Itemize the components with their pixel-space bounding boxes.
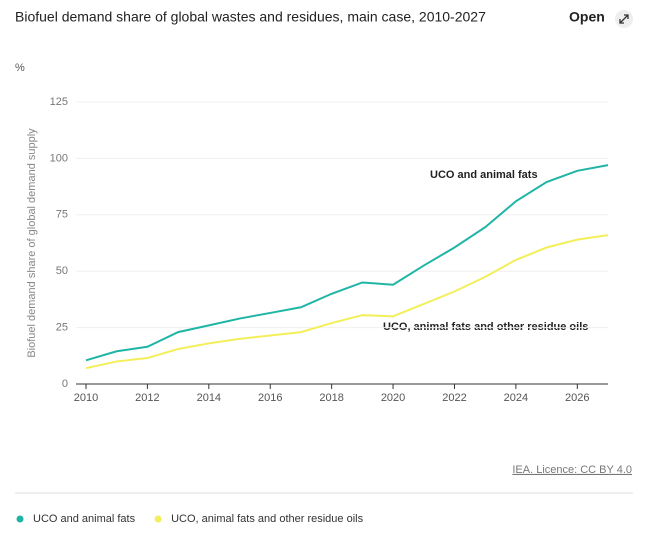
y-tick-label: 0	[62, 378, 68, 390]
x-tick-label: 2016	[258, 392, 282, 404]
x-tick-label: 2020	[381, 392, 405, 404]
x-tick-label: 2012	[135, 392, 159, 404]
x-tick-label: 2022	[442, 392, 466, 404]
legend-swatch	[16, 515, 24, 523]
open-button[interactable]: Open	[569, 9, 605, 25]
y-tick-label: 100	[50, 152, 68, 164]
annotation: UCO, animal fats and other residue oils	[383, 321, 588, 333]
open-icon-arrow	[619, 14, 629, 24]
y-tick-label: 75	[56, 209, 68, 221]
chart-title: Biofuel demand share of global wastes an…	[15, 9, 486, 25]
legend-label: UCO, animal fats and other residue oils	[171, 513, 363, 525]
x-tick-label: 2010	[74, 392, 98, 404]
y-axis-label: Biofuel demand share of global demand su…	[26, 128, 38, 358]
legend-swatch	[154, 515, 162, 523]
x-tick-label: 2014	[197, 392, 221, 404]
y-tick-label: 125	[50, 96, 68, 108]
y-unit: %	[15, 62, 25, 74]
series-line	[85, 234, 609, 370]
x-tick-label: 2018	[319, 392, 343, 404]
series-line	[85, 164, 609, 362]
source-link[interactable]: IEA. Licence: CC BY 4.0	[512, 464, 632, 476]
x-tick-label: 2024	[504, 392, 528, 404]
annotation: UCO and animal fats	[430, 169, 538, 181]
y-tick-label: 25	[56, 322, 68, 334]
legend-label: UCO and animal fats	[33, 513, 136, 525]
y-tick-label: 50	[56, 265, 68, 277]
x-tick-label: 2026	[565, 392, 589, 404]
